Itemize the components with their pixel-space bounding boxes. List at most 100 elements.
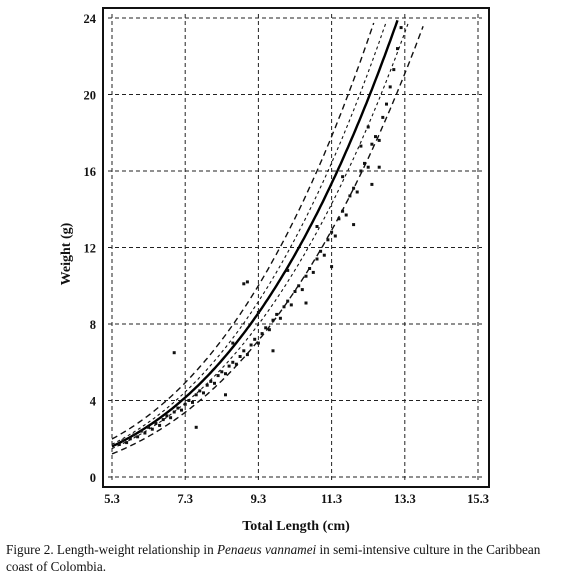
data-point — [194, 393, 198, 397]
data-point — [396, 47, 399, 51]
y-tick-label: 8 — [90, 318, 96, 332]
caption-tail: in semi-intensive culture in the Caribbe… — [6, 542, 541, 574]
data-point — [117, 443, 121, 446]
data-point — [224, 393, 227, 397]
data-point — [253, 337, 257, 341]
data-point — [366, 165, 370, 169]
data-point — [136, 435, 140, 439]
y-tick-label: 4 — [90, 395, 97, 409]
confidence-upper-curve — [111, 20, 388, 445]
data-point — [315, 225, 319, 228]
data-point — [158, 423, 162, 427]
data-point — [315, 257, 319, 261]
confidence-lower-curve — [111, 22, 410, 450]
data-point — [304, 301, 308, 305]
data-point — [293, 290, 297, 293]
data-point — [370, 142, 374, 146]
data-point — [205, 383, 209, 387]
grid — [108, 14, 482, 481]
axis-ticks: 5.3 7.3 9.3 11.3 13.3 15.3 0 4 8 12 16 20 24 — [84, 12, 489, 506]
data-point — [282, 305, 286, 309]
data-point — [242, 349, 246, 353]
data-point — [231, 360, 235, 364]
data-point — [260, 332, 264, 336]
data-point — [377, 138, 381, 142]
data-point — [297, 284, 301, 288]
data-point — [308, 267, 312, 270]
data-point — [264, 326, 268, 330]
curves — [111, 19, 424, 455]
data-point — [245, 280, 249, 284]
data-point — [399, 26, 403, 30]
data-point — [359, 144, 363, 148]
data-point — [256, 341, 260, 345]
data-point — [231, 341, 235, 345]
x-tick-label: 11.3 — [321, 492, 342, 506]
data-point — [161, 418, 165, 422]
data-point — [176, 406, 180, 410]
data-point — [154, 421, 158, 425]
data-point — [355, 190, 359, 194]
caption-lead: Figure 2. Length-weight relationship in — [6, 542, 217, 557]
data-point — [180, 408, 183, 412]
data-point — [289, 303, 293, 307]
prediction-lower-curve — [111, 26, 424, 455]
data-point — [341, 175, 345, 179]
data-point — [341, 209, 345, 213]
data-point — [165, 414, 169, 418]
y-tick-label: 12 — [84, 242, 97, 256]
data-point — [381, 115, 385, 119]
data-point — [286, 268, 290, 272]
data-point — [183, 402, 187, 406]
data-point — [242, 282, 246, 286]
data-points — [117, 26, 403, 446]
data-point — [352, 186, 356, 190]
data-point — [326, 238, 330, 242]
y-tick-label: 16 — [84, 165, 97, 179]
data-point — [121, 439, 125, 443]
data-point — [202, 391, 205, 395]
x-tick-label: 9.3 — [251, 492, 267, 506]
data-point — [238, 355, 242, 358]
y-tick-label: 20 — [84, 89, 97, 103]
data-point — [172, 351, 176, 355]
data-point — [224, 372, 227, 376]
data-point — [271, 349, 275, 353]
data-point — [147, 425, 151, 429]
data-point — [271, 318, 275, 322]
x-tick-label: 7.3 — [177, 492, 193, 506]
data-point — [359, 169, 363, 173]
data-point — [139, 429, 143, 433]
data-point — [370, 182, 374, 186]
data-point — [300, 288, 304, 292]
data-point — [245, 353, 249, 357]
data-point — [344, 213, 348, 217]
data-point — [322, 253, 326, 257]
data-point — [150, 427, 154, 431]
data-point — [187, 399, 191, 402]
data-point — [392, 68, 396, 72]
data-point — [191, 400, 194, 404]
length-weight-chart: 5.3 7.3 9.3 11.3 13.3 15.3 0 4 8 12 16 20 24 Total L… — [59, 7, 490, 534]
figure-caption: Figure 2. Length-weight relationship in … — [6, 541, 562, 575]
data-point — [311, 270, 315, 274]
data-point — [366, 125, 370, 129]
x-tick-label: 5.3 — [104, 492, 120, 506]
data-point — [377, 165, 381, 169]
data-point — [304, 274, 308, 278]
y-tick-label: 0 — [90, 471, 96, 485]
data-point — [234, 362, 238, 366]
data-point — [374, 135, 377, 139]
data-point — [348, 194, 352, 198]
data-point — [330, 230, 334, 234]
data-point — [125, 441, 129, 445]
data-point — [227, 364, 231, 368]
data-point — [194, 425, 198, 429]
data-point — [198, 389, 202, 393]
data-point — [172, 410, 176, 414]
data-point — [128, 437, 132, 441]
data-point — [249, 343, 253, 347]
y-axis-title: Weight (g) — [59, 222, 74, 285]
data-point — [333, 234, 337, 238]
